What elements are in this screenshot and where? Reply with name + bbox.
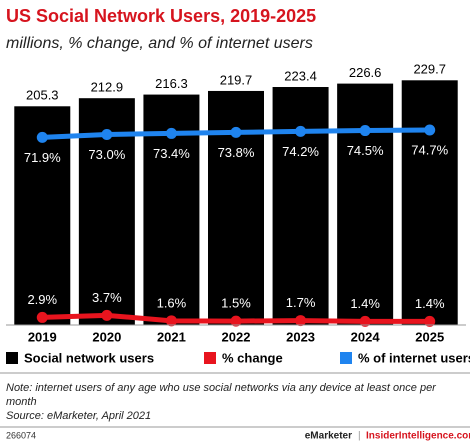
data-label: 205.3 — [26, 88, 59, 103]
bar — [337, 83, 394, 326]
x-tick-label: 2021 — [157, 329, 186, 344]
point — [359, 125, 371, 137]
point — [230, 315, 242, 327]
data-label: 74.7% — [411, 142, 448, 157]
point — [230, 126, 242, 138]
point — [424, 124, 436, 136]
data-label: 219.7 — [220, 72, 253, 87]
legend-swatch — [340, 352, 352, 364]
source: Source: eMarketer, April 2021 — [6, 410, 152, 422]
data-label: 229.7 — [413, 62, 446, 77]
credit: eMarketer — [305, 431, 352, 442]
data-label: 223.4 — [284, 68, 317, 83]
note: Note: internet users of any age who use … — [6, 382, 436, 408]
chart-title: US Social Network Users, 2019-2025 — [6, 6, 316, 26]
data-label: 74.2% — [282, 144, 319, 159]
point — [295, 315, 307, 327]
x-tick-label: 2023 — [286, 329, 315, 344]
legend-swatch — [6, 352, 18, 364]
point — [36, 311, 48, 323]
data-label: 1.6% — [157, 295, 187, 310]
data-label: 212.9 — [91, 80, 124, 95]
data-label: 1.4% — [350, 296, 380, 311]
data-label: 74.5% — [347, 143, 384, 158]
footnotes: Note: internet users of any age who use … — [6, 381, 461, 423]
data-label: 1.4% — [415, 296, 445, 311]
x-tick-label: 2024 — [351, 329, 381, 344]
data-label: 216.3 — [155, 76, 188, 91]
legend-swatch — [204, 352, 216, 364]
legend-label: % of internet users — [358, 350, 470, 365]
point — [36, 131, 48, 143]
point — [295, 125, 307, 137]
data-label: 73.0% — [88, 147, 125, 162]
chart-id: 266074 — [6, 430, 36, 440]
legend-label: % change — [222, 350, 283, 365]
data-label: 1.7% — [286, 295, 316, 310]
x-tick-label: 2022 — [222, 329, 251, 344]
bar — [208, 90, 264, 326]
point — [359, 315, 371, 327]
data-label: 3.7% — [92, 290, 122, 305]
data-label: 226.6 — [349, 65, 382, 80]
point — [165, 127, 177, 139]
bar — [401, 80, 458, 325]
x-tick-label: 2025 — [415, 329, 444, 344]
data-label: 1.5% — [221, 296, 251, 311]
point — [424, 315, 436, 327]
x-tick-label: 2019 — [28, 329, 57, 344]
bar — [272, 87, 329, 325]
credit: InsiderIntelligence.com — [366, 431, 470, 442]
credit-separator: | — [358, 431, 361, 442]
data-label: 71.9% — [24, 150, 61, 165]
point — [165, 315, 177, 327]
x-tick-label: 2020 — [92, 329, 121, 344]
data-label: 73.4% — [153, 146, 190, 161]
legend-label: Social network users — [24, 350, 154, 365]
data-label: 2.9% — [27, 292, 57, 307]
point — [101, 309, 113, 321]
data-label: 73.8% — [218, 145, 255, 160]
chart-subtitle: millions, % change, and % of internet us… — [6, 35, 313, 52]
point — [101, 128, 113, 140]
